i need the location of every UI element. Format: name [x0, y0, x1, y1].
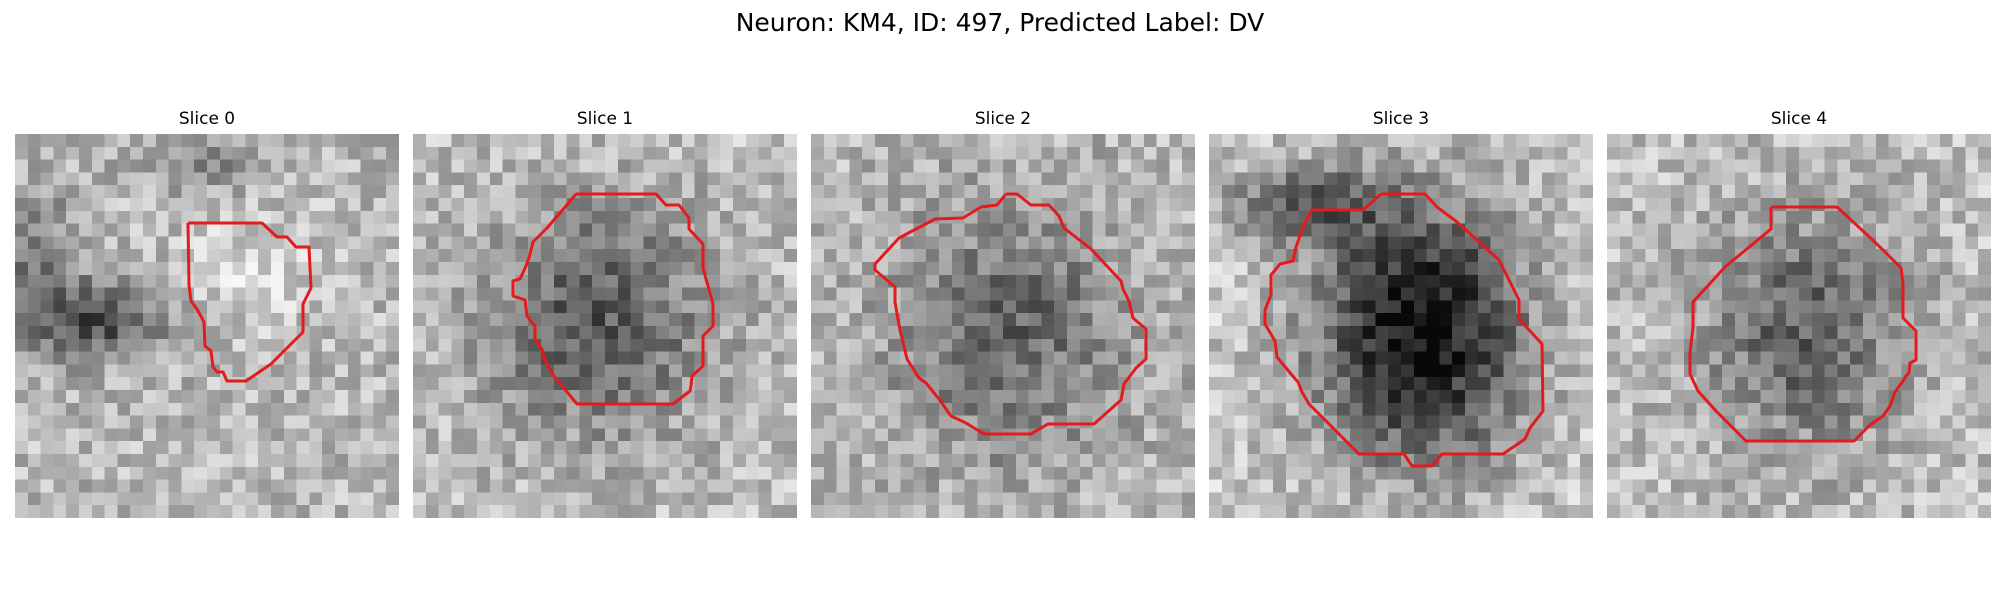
contour-overlay-2 — [873, 192, 1148, 436]
slice-image-1 — [413, 134, 797, 518]
slice-title-4: Slice 4 — [1770, 109, 1828, 129]
segmentation-contour-3 — [1263, 192, 1545, 468]
segmentation-contour-2 — [873, 192, 1148, 436]
slice-image-4 — [1607, 134, 1991, 518]
slice-panel-2: Slice 2 — [811, 108, 1195, 518]
contour-overlay-3 — [1263, 192, 1545, 468]
slice-image-0 — [15, 134, 399, 518]
slice-title-3: Slice 3 — [1372, 109, 1430, 129]
slice-panel-3: Slice 3 — [1209, 108, 1593, 518]
grayscale-image-0 — [15, 134, 399, 518]
slice-title-2: Slice 2 — [974, 109, 1032, 129]
grayscale-image-1 — [413, 134, 797, 518]
segmentation-contour-0 — [186, 221, 313, 383]
slice-panel-0: Slice 0 — [15, 108, 399, 518]
slice-panel-4: Slice 4 — [1607, 108, 1991, 518]
slice-title-0: Slice 0 — [178, 109, 236, 129]
grayscale-image-4 — [1607, 134, 1991, 518]
segmentation-contour-1 — [511, 192, 715, 406]
slice-panel-1: Slice 1 — [413, 108, 797, 518]
segmentation-contour-4 — [1688, 205, 1918, 443]
contour-overlay-1 — [511, 192, 715, 406]
figure-title: Neuron: KM4, ID: 497, Predicted Label: D… — [735, 8, 1265, 37]
slice-title-1: Slice 1 — [576, 109, 634, 129]
contour-overlay-0 — [186, 221, 313, 383]
slice-image-2 — [811, 134, 1195, 518]
contour-overlay-4 — [1688, 205, 1918, 443]
slice-image-3 — [1209, 134, 1593, 518]
